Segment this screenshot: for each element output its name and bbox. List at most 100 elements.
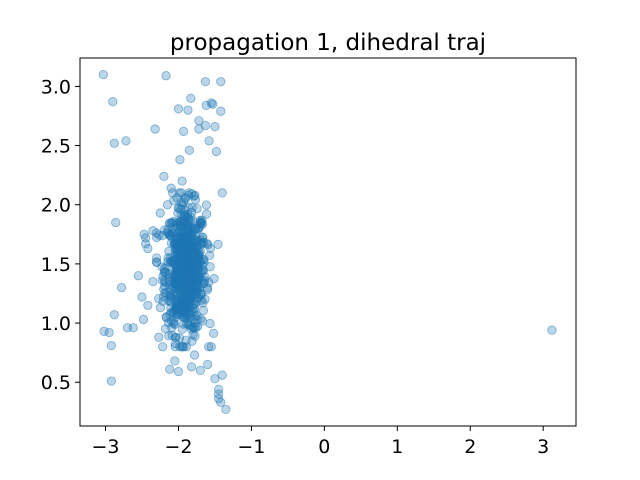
data-point <box>201 200 212 210</box>
data-point <box>116 282 127 293</box>
y-tick-label: 0.5 <box>41 372 71 394</box>
data-point <box>194 116 204 126</box>
data-point <box>204 342 214 352</box>
data-point <box>170 276 180 286</box>
data-point <box>176 239 186 250</box>
data-point <box>155 303 166 313</box>
data-point <box>181 231 191 242</box>
data-point <box>182 286 192 296</box>
data-point <box>180 205 190 215</box>
data-point <box>162 200 173 210</box>
data-point <box>547 325 557 335</box>
data-point <box>209 274 219 284</box>
data-point <box>217 370 227 380</box>
y-tick-label: 1.0 <box>41 313 71 335</box>
data-point <box>148 226 158 236</box>
data-point <box>179 342 189 352</box>
data-point <box>185 222 195 232</box>
data-point <box>202 285 213 295</box>
data-point <box>190 249 200 260</box>
x-tick-label: 1 <box>391 436 403 458</box>
data-point <box>180 277 190 287</box>
data-point <box>158 342 168 352</box>
data-point <box>168 317 179 327</box>
data-point <box>194 222 204 233</box>
data-point <box>170 356 180 366</box>
data-point <box>187 362 197 372</box>
data-point <box>183 300 193 310</box>
data-point <box>163 295 173 305</box>
data-point <box>106 340 116 351</box>
data-point <box>213 239 223 249</box>
x-tick-label: −2 <box>164 436 192 458</box>
data-point <box>187 336 197 346</box>
data-point <box>193 265 204 275</box>
data-point <box>151 253 162 263</box>
data-point <box>177 176 187 186</box>
data-point <box>161 71 171 81</box>
data-point <box>205 262 215 272</box>
data-point <box>163 318 174 328</box>
data-point <box>208 99 218 109</box>
data-point <box>186 207 197 218</box>
data-point <box>186 93 196 103</box>
data-point <box>204 136 214 146</box>
data-point <box>208 328 219 339</box>
data-point <box>195 365 205 375</box>
y-tick-label: 3.0 <box>41 76 71 98</box>
data-point <box>221 404 231 415</box>
data-point <box>181 266 191 276</box>
data-point <box>213 389 224 399</box>
data-point <box>190 237 201 247</box>
data-point <box>197 275 207 286</box>
data-point <box>167 218 177 228</box>
y-tick-label: 2.0 <box>41 195 71 217</box>
data-point <box>165 364 175 374</box>
data-point <box>181 295 191 305</box>
data-point <box>188 323 198 333</box>
data-point <box>216 77 226 87</box>
data-point <box>200 77 211 87</box>
x-tick-label: −3 <box>92 436 120 458</box>
data-point <box>187 188 197 199</box>
data-point <box>213 394 224 404</box>
data-point <box>203 240 213 250</box>
data-point <box>121 136 131 146</box>
data-point <box>159 284 169 294</box>
data-point <box>139 229 149 239</box>
y-tick-label: 1.5 <box>41 254 71 276</box>
data-point <box>197 232 207 242</box>
data-point <box>164 331 174 341</box>
data-point <box>178 126 189 136</box>
data-point <box>137 292 147 302</box>
data-point <box>193 264 203 275</box>
data-point <box>217 188 227 198</box>
data-point <box>206 98 216 108</box>
data-point <box>173 104 184 114</box>
x-tick-label: −1 <box>237 436 265 458</box>
x-axis: −3 −2 −1 0 1 2 3 <box>92 426 549 458</box>
data-point <box>216 106 226 116</box>
data-point <box>98 69 108 80</box>
chart-title: propagation 1, dihedral traj <box>170 30 486 56</box>
data-point <box>196 295 206 305</box>
data-point <box>206 342 216 352</box>
data-point <box>205 250 215 261</box>
data-point <box>169 239 179 249</box>
data-point <box>138 314 149 325</box>
data-point <box>200 294 210 304</box>
data-point <box>213 384 224 394</box>
data-point <box>164 218 175 229</box>
x-tick-label: 3 <box>537 436 549 458</box>
data-point <box>181 194 191 204</box>
data-point <box>143 243 153 254</box>
y-tick-label: 2.5 <box>41 136 71 158</box>
data-point <box>205 318 215 329</box>
data-point <box>175 155 185 165</box>
data-point <box>210 122 220 132</box>
data-point <box>161 312 171 322</box>
data-point <box>210 374 220 384</box>
data-point <box>192 310 202 320</box>
data-point <box>109 138 119 148</box>
